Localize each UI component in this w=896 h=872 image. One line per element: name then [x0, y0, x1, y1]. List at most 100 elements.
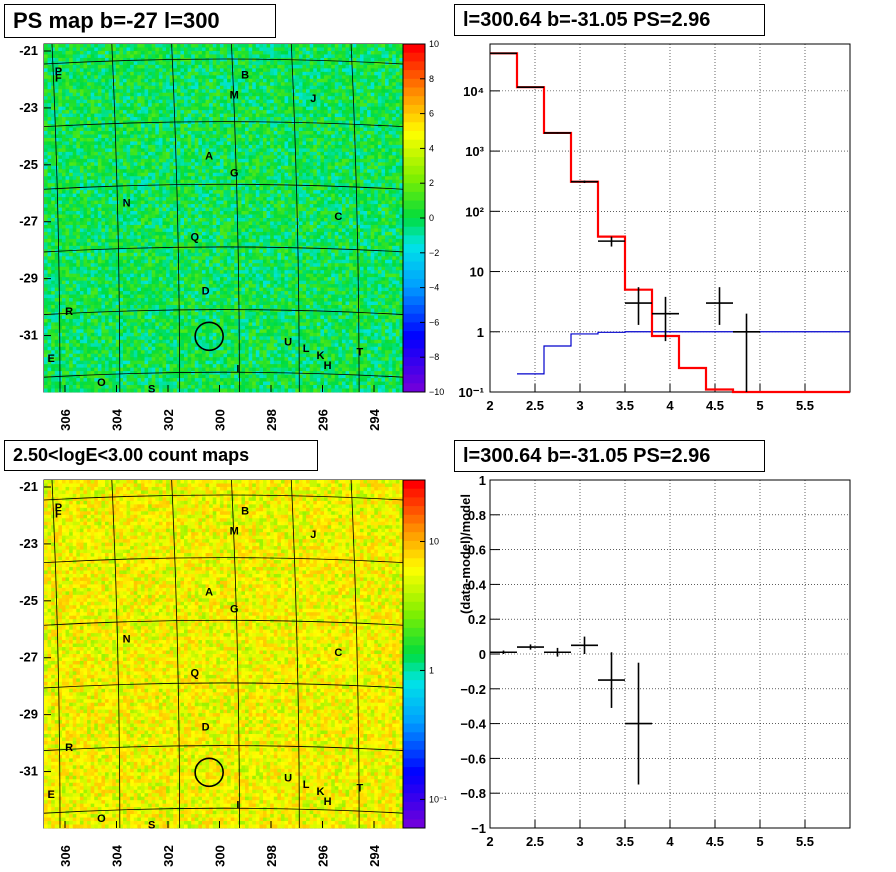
ps-xtick-label: 296	[316, 409, 331, 431]
ps-colorbar-label: −4	[429, 283, 439, 293]
counts-source-labels: PF BM J A G N C Q D R U KH E I L T O S	[48, 502, 364, 832]
ps-xtick-label: 306	[58, 409, 73, 431]
map-title-ps: PS map b=-27 l=300	[4, 4, 276, 38]
ps-position-marker	[194, 321, 224, 352]
ps-source-a: A	[205, 150, 213, 162]
counts-source-o: O	[97, 813, 106, 825]
residual-ytick-label: 0.4	[468, 577, 487, 592]
counts-source-q: Q	[190, 668, 199, 680]
spectrum-xtick-label: 5	[756, 398, 763, 413]
ps-source-h: H	[324, 360, 332, 372]
spectrum-xtick-label: 4.5	[706, 398, 724, 413]
counts-colorbar-label: 1	[429, 665, 434, 675]
counts-source-b: B	[241, 505, 249, 517]
counts-xtick-label: 300	[213, 845, 228, 867]
spectrum-xtick-label: 3.5	[616, 398, 634, 413]
ps-colorbar-label: 10	[429, 39, 439, 49]
counts-source-p: P	[55, 502, 62, 514]
ps-source-k: K	[316, 350, 324, 362]
counts-source-r: R	[65, 742, 73, 754]
ps-xtick-label: 304	[110, 408, 125, 430]
spectrum-ytick-label: 1	[477, 325, 484, 340]
residual-ytick-label: −0.6	[460, 751, 486, 766]
counts-xtick-label: 298	[264, 845, 279, 867]
counts-map-pixels	[44, 480, 404, 829]
ps-source-g: G	[230, 167, 239, 179]
spectrum-xtick-label: 5.5	[796, 398, 814, 413]
counts-source-f: F	[55, 509, 62, 521]
counts-xtick-label: 302	[161, 845, 176, 867]
ps-xtick-label: 300	[213, 409, 228, 431]
counts-source-k: K	[316, 786, 324, 798]
total-model-line	[490, 52, 850, 394]
ps-source-b: B	[241, 69, 249, 81]
ps-source-m: M	[230, 90, 239, 102]
ps-source-q: Q	[190, 232, 199, 244]
ps-source-i: I	[236, 363, 239, 375]
ps-map-pixels	[44, 44, 404, 393]
residual-ytick-label: 1	[479, 473, 486, 488]
counts-source-h: H	[324, 796, 332, 808]
ps-xtick-label: 302	[161, 409, 176, 431]
spectrum-title: l=300.64 b=-31.05 PS=2.96	[454, 4, 765, 36]
counts-source-t: T	[357, 782, 364, 794]
counts-ytick-label: -21	[19, 479, 38, 494]
ps-colorbar-label: −6	[429, 317, 439, 327]
counts-ytick-label: -31	[19, 764, 38, 779]
ps-source-labels: PF BM J A G N C Q D R U KH E I L T O S	[48, 66, 364, 396]
counts-source-u: U	[284, 772, 292, 784]
residual-ytick-label: 0.8	[468, 508, 486, 523]
ps-source-n: N	[123, 198, 131, 210]
spectrum-xtick-label: 2	[486, 398, 493, 413]
spectrum-ytick-label: 10⁻¹	[458, 385, 484, 400]
ps-ytick-label: -21	[19, 43, 38, 58]
ps-colorbar-label: 8	[429, 74, 434, 84]
spectrum-xtick-label: 2.5	[526, 398, 544, 413]
counts-source-g: G	[230, 603, 239, 615]
ps-source-p: P	[55, 66, 62, 78]
ps-source-f: F	[55, 73, 62, 85]
ps-colorbar-label: 0	[429, 213, 434, 223]
residual-xtick-label: 4	[666, 834, 674, 849]
ps-xtick-label: 294	[367, 408, 382, 430]
ps-source-e: E	[48, 353, 55, 365]
counts-colorbar-label: 10	[429, 537, 439, 547]
residual-xtick-label: 3	[576, 834, 583, 849]
ps-source-d: D	[202, 286, 210, 298]
ps-ytick-label: -29	[19, 271, 38, 286]
ps-source-l: L	[303, 343, 310, 355]
source-model-line	[517, 331, 850, 375]
residual-xtick-label: 2	[486, 834, 493, 849]
ps-colorbar	[402, 43, 426, 393]
counts-source-a: A	[205, 586, 213, 598]
ps-source-j: J	[310, 93, 316, 105]
residual-title: l=300.64 b=-31.05 PS=2.96	[454, 440, 765, 472]
counts-xtick-label: 294	[367, 844, 382, 866]
counts-ytick-label: -25	[19, 593, 38, 608]
ps-source-o: O	[97, 377, 106, 389]
spectrum-xtick-label: 3	[576, 398, 583, 413]
counts-source-m: M	[230, 526, 239, 538]
counts-source-c: C	[334, 647, 342, 659]
counts-colorbar-label: 10⁻¹	[429, 794, 447, 804]
residual-ytick-label: −1	[471, 821, 486, 836]
counts-source-l: L	[303, 779, 310, 791]
ps-colorbar-label: 2	[429, 178, 434, 188]
counts-position-marker	[194, 757, 224, 788]
spectrum-xtick-label: 4	[666, 398, 674, 413]
residual-xtick-label: 3.5	[616, 834, 634, 849]
counts-source-d: D	[202, 722, 210, 734]
ps-colorbar-label: 4	[429, 143, 434, 153]
residual-ylabel: (data-model)/model	[458, 494, 473, 614]
residual-ytick-label: −0.4	[460, 717, 486, 732]
ps-source-u: U	[284, 336, 292, 348]
residual-points	[490, 636, 652, 785]
spectrum-ytick-label: 10⁴	[463, 84, 484, 99]
counts-coord-grid	[43, 479, 404, 829]
ps-colorbar-label: 6	[429, 109, 434, 119]
counts-xtick-label: 306	[58, 845, 73, 867]
counts-ytick-label: -27	[19, 650, 38, 665]
spectrum-ytick-label: 10²	[465, 204, 484, 219]
residual-ytick-label: 0.6	[468, 543, 486, 558]
